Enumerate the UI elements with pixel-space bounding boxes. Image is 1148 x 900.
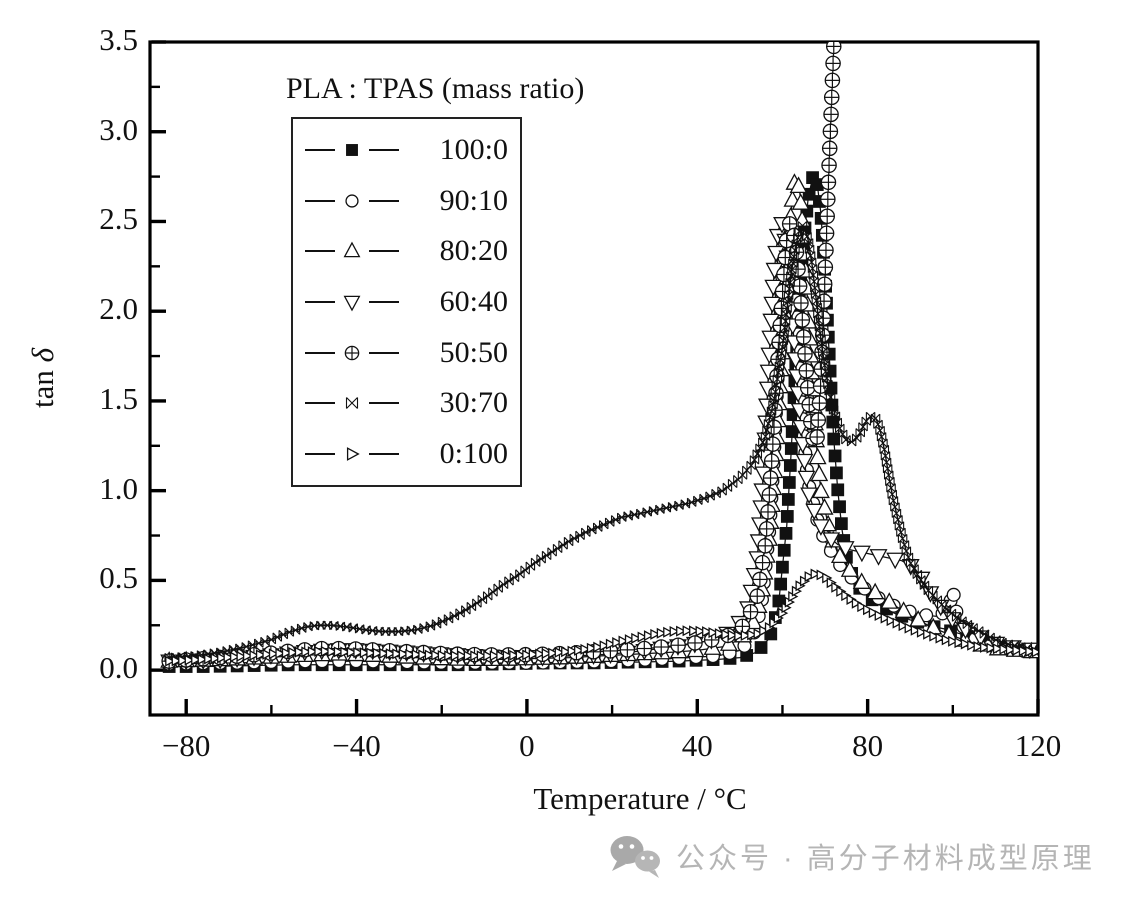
x-tick-label: −80 (161, 728, 211, 763)
legend-item-30-70: 30:70 (303, 380, 508, 426)
series-layer (160, 42, 1038, 673)
legend-label: 50:50 (439, 335, 508, 369)
legend-item-60-40: 60:40 (303, 279, 508, 325)
y-tick-label: 1.0 (99, 470, 138, 506)
y-axis-title: tan δ (25, 278, 65, 478)
legend-item-0-100: 0:100 (303, 431, 508, 477)
legend-marker-bowtie-x (305, 397, 399, 409)
legend-label: 80:20 (439, 234, 508, 268)
plot-frame (148, 40, 1040, 717)
y-axis-title-roman: tan (25, 362, 60, 409)
legend-item-50-50: 50:50 (303, 330, 508, 376)
series-30-70 (164, 221, 1038, 663)
legend-marker-open-triangle-up (305, 241, 399, 258)
y-axis-title-symbol: δ (25, 347, 60, 363)
legend-item-80-20: 80:20 (303, 228, 508, 274)
legend-marker-open-triangle-right (305, 446, 399, 461)
x-tick-label: 120 (1014, 728, 1062, 763)
legend-marker-open-triangle-down (305, 295, 399, 312)
y-tick-label: 1.5 (99, 380, 138, 416)
legend-label: 90:10 (439, 183, 508, 217)
series-0-100 (165, 568, 1038, 667)
legend-label: 100:0 (439, 133, 508, 167)
legend-label: 60:40 (439, 284, 508, 318)
axis-ticks (151, 40, 1040, 714)
x-tick-label: 40 (681, 728, 713, 763)
legend-item-90-10: 90:10 (303, 178, 508, 224)
wechat-icon (610, 836, 660, 878)
y-tick-label: 3.0 (99, 111, 138, 147)
legend-marker-open-circle (305, 194, 399, 208)
watermark-text: 公众号 · 高分子材料成型原理 (676, 843, 1095, 875)
y-tick-label: 0.0 (99, 650, 138, 686)
x-tick-label: −40 (332, 728, 381, 763)
y-tick-label: 3.5 (99, 22, 138, 57)
x-tick-label: 80 (852, 728, 884, 763)
x-tick-label: 0 (519, 728, 535, 763)
watermark: 公众号 · 高分子材料成型原理 (608, 832, 1095, 880)
legend-title: PLA : TPAS (mass ratio) (286, 72, 585, 105)
y-tick-label: 2.0 (99, 291, 138, 327)
legend-label: 0:100 (439, 436, 508, 470)
legend-marker-filled-square (305, 144, 399, 157)
y-tick-label: 2.5 (99, 201, 138, 237)
legend-label: 30:70 (439, 386, 508, 420)
y-tick-label: 0.5 (99, 560, 138, 596)
legend-item-100-0: 100:0 (303, 127, 508, 173)
legend-marker-circle-plus (305, 345, 399, 360)
x-axis-title: Temperature / °C (533, 781, 747, 816)
legend-box: 100:0 90:10 80:20 60:40 50:50 30:70 0:100 (291, 117, 522, 487)
